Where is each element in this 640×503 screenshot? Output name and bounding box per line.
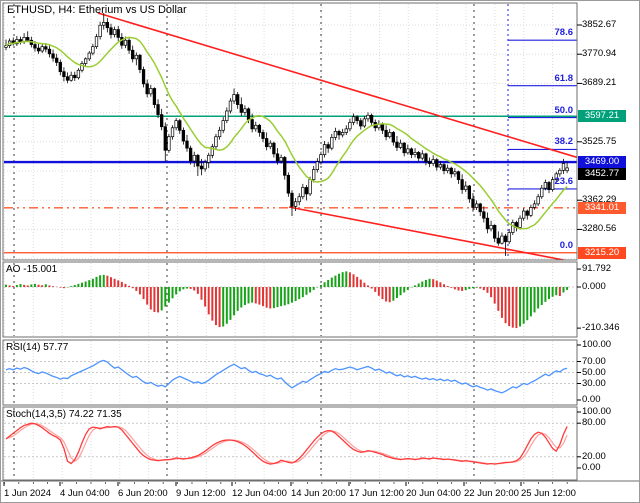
- time-axis-label: 22 Jun 20:00: [464, 488, 519, 499]
- horizontal-lines: [4, 115, 577, 254]
- rsi-axis-label: 0.00: [582, 394, 601, 405]
- time-axis-label: 14 Jun 20:00: [291, 488, 346, 499]
- rsi-axis-label: 30.00: [582, 377, 606, 389]
- ao-indicator-panel[interactable]: [1, 262, 577, 337]
- fib-label-23.6: 23.6: [554, 175, 574, 187]
- time-axis-label: 4 Jun 04:00: [60, 488, 110, 499]
- price-badge-3597.21: 3597.21: [578, 110, 626, 123]
- price-badge-3215.20: 3215.20: [578, 246, 626, 259]
- time-axis-label: 17 Jun 12:00: [349, 488, 404, 499]
- ao-axis-label: -210.346: [582, 322, 620, 334]
- stoch-name: Stoch(14,3,5): [6, 409, 67, 420]
- rsi-value: 57.77: [43, 342, 69, 353]
- time-axis-label: 9 Jun 12:00: [176, 488, 226, 499]
- main-chart-panel[interactable]: [1, 1, 577, 260]
- stoch-indicator-label: Stoch(14,3,5) 74.22 71.35: [6, 409, 122, 420]
- rsi-indicator-panel[interactable]: [1, 340, 577, 405]
- time-axis-label: 12 Jun 04:00: [232, 488, 287, 499]
- week-separators: [13, 4, 509, 479]
- stoch-axis-label: 20.00: [582, 450, 606, 462]
- price-axis-label: 3852.67: [582, 19, 617, 30]
- ao-value: -15.001: [23, 264, 58, 275]
- rsi-axis-label: 100.00: [582, 339, 612, 350]
- ao-axis-label: 91.792: [582, 263, 612, 275]
- fib-label-0.0: 0.0: [559, 239, 573, 251]
- rsi-axis-label: 50.00: [582, 366, 606, 378]
- rsi-axis-label: 70.00: [582, 355, 606, 367]
- price-axis-label: 3280.56: [582, 223, 617, 235]
- stoch-axis-label: 0.00: [582, 462, 601, 473]
- price-badge-3469.00: 3469.00: [578, 156, 626, 169]
- ao-histogram: [5, 271, 569, 329]
- fib-label-50.0: 50.0: [554, 104, 574, 116]
- ma-line: [5, 36, 568, 230]
- price-badge-3341.01: 3341.01: [578, 201, 626, 214]
- chart-title: ETHUSD, H4: Etherium vs US Dollar: [7, 4, 187, 16]
- price-axis-label: 3525.75: [582, 135, 617, 147]
- ao-axis-label: 0.000: [582, 281, 606, 292]
- fib-label-61.8: 61.8: [554, 72, 574, 84]
- rsi-line: [5, 359, 568, 394]
- time-axis-label: 6 Jun 20:00: [118, 488, 168, 499]
- ao-indicator-label: AO -15.001: [6, 264, 57, 275]
- ao-name: AO: [6, 264, 21, 275]
- stoch-value: 74.22 71.35: [68, 409, 122, 420]
- rsi-name: RSI(14): [6, 342, 41, 353]
- candles-layer: [4, 13, 569, 257]
- fib-label-38.2: 38.2: [554, 136, 574, 148]
- time-axis-label: 25 Jun 12:00: [521, 488, 576, 499]
- time-axis-label: 20 Jun 04:00: [406, 488, 461, 499]
- rsi-indicator-label: RSI(14) 57.77: [6, 342, 68, 353]
- time-axis-label: 1 Jun 2024: [4, 488, 52, 499]
- price-axis-label: 3770.94: [582, 48, 617, 60]
- stoch-axis-label: 80.00: [582, 417, 606, 429]
- price-badge-3452.77: 3452.77: [578, 167, 626, 180]
- panel-borders: [1, 2, 639, 486]
- grid-layer: [3, 4, 577, 479]
- stoch-axis-label: 100.00: [582, 406, 612, 417]
- price-axis-label: 3362.29: [582, 194, 617, 206]
- trendlines: [97, 12, 577, 260]
- price-axis-label: 3689.21: [582, 77, 617, 89]
- fib-label-78.6: 78.6: [554, 27, 574, 39]
- stoch-main-line: [5, 422, 568, 465]
